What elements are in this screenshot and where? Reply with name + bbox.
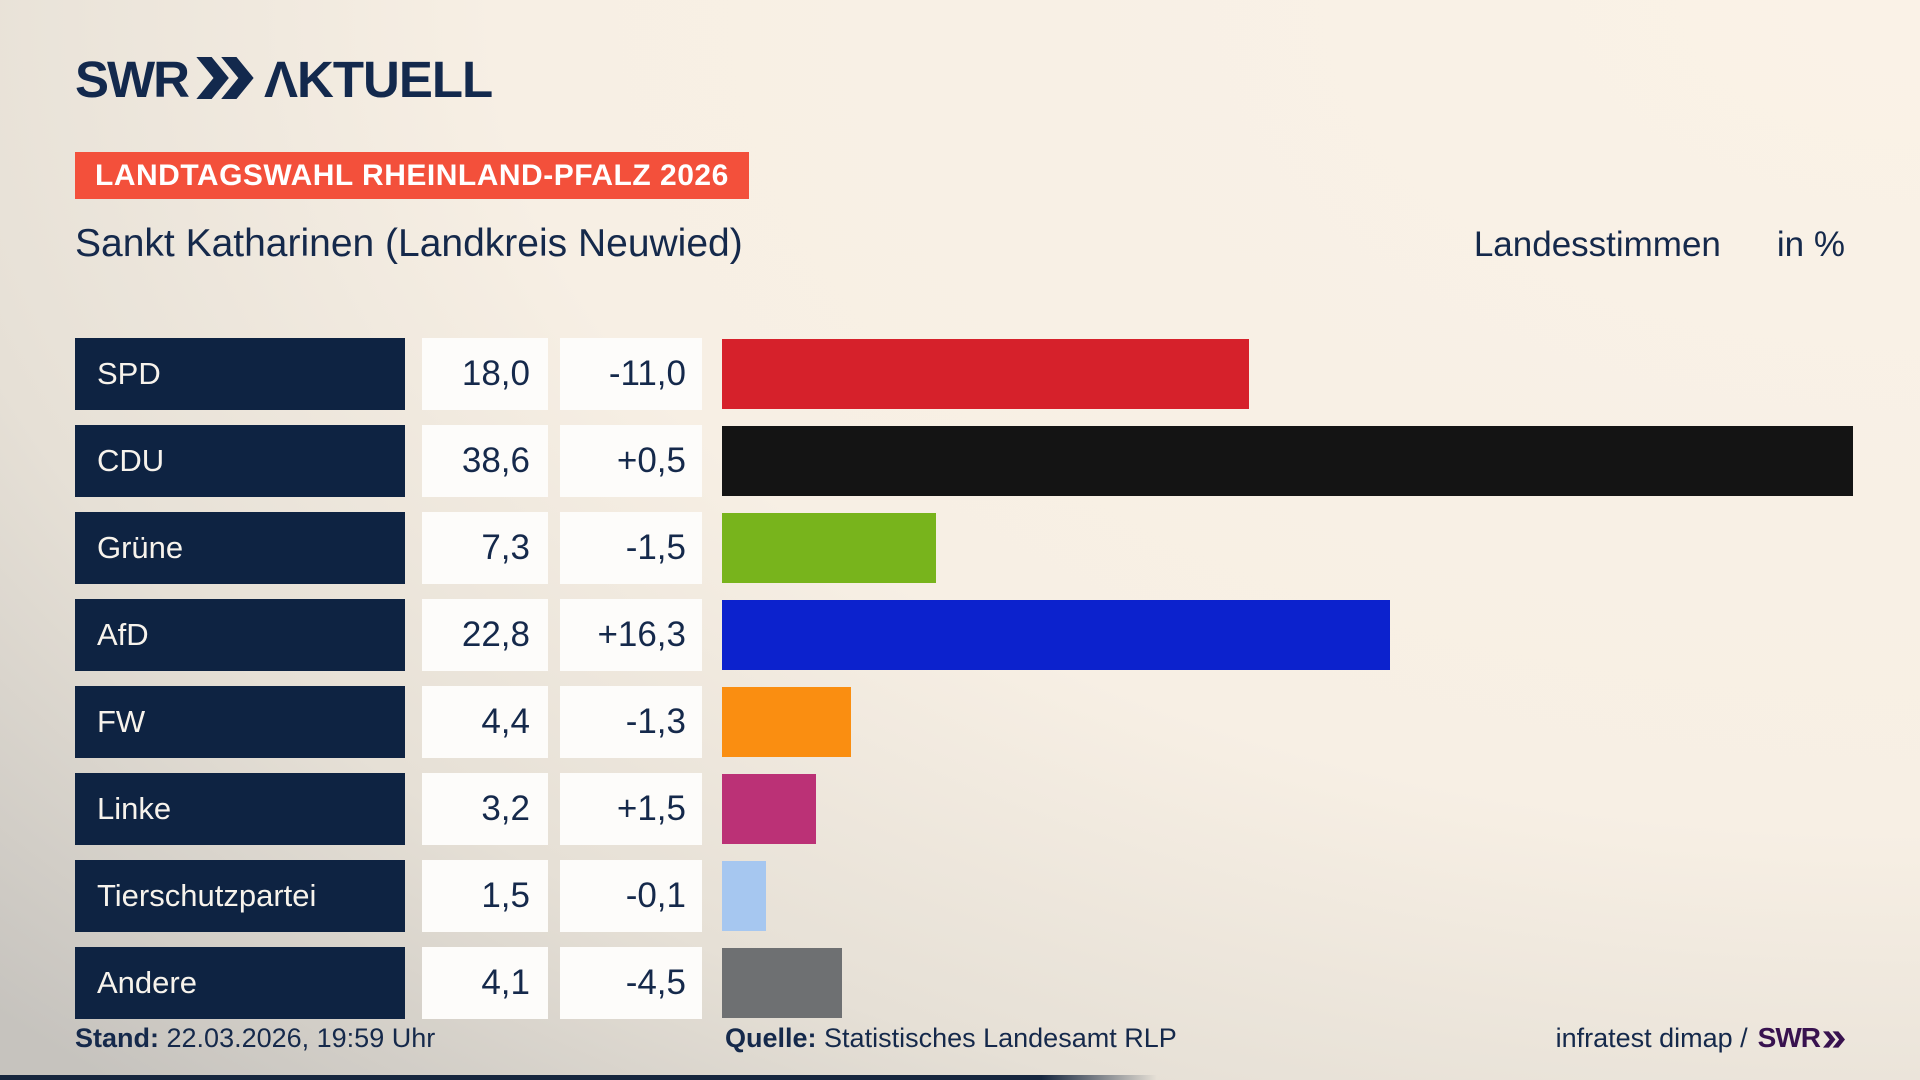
party-value: 1,5 (422, 860, 548, 932)
party-value: 3,2 (422, 773, 548, 845)
party-name: Tierschutzpartei (75, 860, 405, 932)
party-name: AfD (75, 599, 405, 671)
stand-value: 22.03.2026, 19:59 Uhr (166, 1022, 436, 1053)
party-change: -11,0 (560, 338, 702, 410)
party-name: FW (75, 686, 405, 758)
quelle-value: Statistisches Landesamt RLP (824, 1022, 1177, 1053)
page-title: Sankt Katharinen (Landkreis Neuwied) (75, 222, 743, 265)
party-row: FW 4,4 -1,3 (75, 686, 1920, 758)
swr-aktuell-logo: SWR ΛKTUELL (75, 50, 493, 108)
source: Quelle: Statistisches Landesamt RLP (725, 1023, 1177, 1054)
party-row: Andere 4,1 -4,5 (75, 947, 1920, 1019)
mini-logo-text: SWR (1757, 1022, 1821, 1053)
party-row: Tierschutzpartei 1,5 -0,1 (75, 860, 1920, 932)
bottom-edge-strip (0, 1075, 1157, 1080)
result-bar (722, 513, 936, 583)
party-change: +16,3 (560, 599, 702, 671)
party-row: AfD 22,8 +16,3 (75, 599, 1920, 671)
swr-mini-logo: SWR (1758, 1022, 1845, 1054)
party-name: CDU (75, 425, 405, 497)
party-name: Linke (75, 773, 405, 845)
party-name: SPD (75, 338, 405, 410)
result-bar (722, 774, 816, 844)
logo-aktuell-text: ΛKTUELL (263, 50, 493, 108)
vote-type-title: Landesstimmen in % (1474, 225, 1845, 265)
party-value: 7,3 (422, 512, 548, 584)
party-row: SPD 18,0 -11,0 (75, 338, 1920, 410)
party-value: 18,0 (422, 338, 548, 410)
stand-label: Stand: (75, 1022, 159, 1053)
party-change: -0,1 (560, 860, 702, 932)
unit-label: in % (1776, 225, 1845, 264)
logo-swr-text: SWR (75, 50, 190, 108)
result-bar (722, 600, 1390, 670)
party-row: Linke 3,2 +1,5 (75, 773, 1920, 845)
party-value: 4,1 (422, 947, 548, 1019)
result-bar (722, 861, 766, 931)
credit: infratest dimap / SWR (1556, 1022, 1845, 1054)
party-row: CDU 38,6 +0,5 (75, 425, 1920, 497)
election-banner: LANDTAGSWAHL RHEINLAND-PFALZ 2026 (75, 152, 749, 199)
party-name: Andere (75, 947, 405, 1019)
party-change: -1,5 (560, 512, 702, 584)
double-chevron-icon (196, 56, 254, 104)
result-bar (722, 948, 842, 1018)
credit-text: infratest dimap / (1555, 1022, 1748, 1053)
result-bar (722, 426, 1853, 496)
result-bar (722, 339, 1249, 409)
party-change: +1,5 (560, 773, 702, 845)
party-rows: SPD 18,0 -11,0 CDU 38,6 +0,5 Grüne 7,3 -1,5 AfD 22… (75, 338, 1920, 1034)
party-change: -1,3 (560, 686, 702, 758)
result-bar (722, 687, 851, 757)
vote-type-label: Landesstimmen (1473, 225, 1721, 264)
party-value: 38,6 (422, 425, 548, 497)
party-value: 22,8 (422, 599, 548, 671)
quelle-label: Quelle: (725, 1022, 817, 1053)
mini-chevron-icon (1823, 1031, 1845, 1048)
timestamp: Stand: 22.03.2026, 19:59 Uhr (75, 1023, 435, 1054)
party-row: Grüne 7,3 -1,5 (75, 512, 1920, 584)
party-name: Grüne (75, 512, 405, 584)
party-value: 4,4 (422, 686, 548, 758)
party-change: -4,5 (560, 947, 702, 1019)
party-change: +0,5 (560, 425, 702, 497)
title-row: Sankt Katharinen (Landkreis Neuwied) Lan… (75, 222, 1845, 266)
